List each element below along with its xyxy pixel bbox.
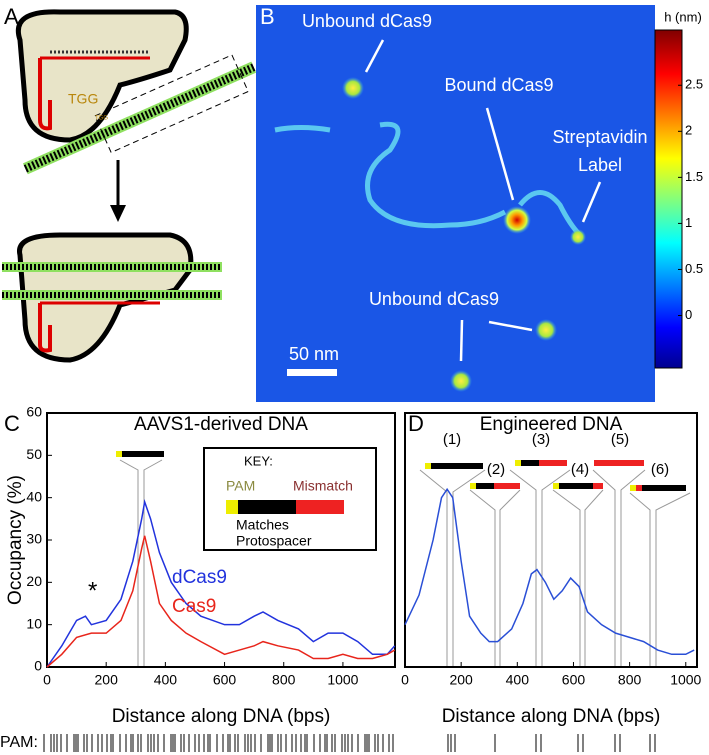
- key-box: KEY: PAM Mismatch Matches Protospacer: [203, 447, 377, 551]
- chart-title: Engineered DNA: [480, 414, 623, 435]
- y-tick-label: 30: [26, 531, 42, 547]
- site-label: (5): [611, 431, 629, 448]
- data-line: [46, 535, 396, 668]
- x-tick-label: 400: [506, 672, 530, 688]
- key-title: KEY:: [244, 453, 273, 468]
- colorbar-tick-label: 2: [685, 123, 692, 138]
- inset-markers: [119, 459, 691, 667]
- key-pam: PAM: [226, 478, 255, 494]
- site-label: (6): [651, 461, 669, 478]
- x-tick-label: 400: [154, 672, 178, 688]
- x-tick-label: 200: [449, 672, 473, 688]
- panel-letter: B: [260, 4, 275, 29]
- y-tick-label: 10: [26, 615, 42, 631]
- pam-sites: [43, 734, 656, 752]
- annotation: Unbound dCas9: [369, 289, 499, 309]
- key-matches: Matches: [236, 517, 289, 533]
- colorbar-tick-label: 1: [685, 215, 692, 230]
- panel-letter: C: [4, 411, 20, 436]
- y-tick-label: 40: [26, 488, 42, 504]
- annotation: Streptavidin: [552, 127, 647, 147]
- panel-b: B Unbound dCas9 Bound dCas9 Streptavidin…: [256, 4, 655, 402]
- colorbar-tick-label: 2.5: [685, 77, 703, 92]
- site-bars: [116, 451, 686, 491]
- x-tick-label: 0: [401, 672, 409, 688]
- x-tick-label: 1000: [670, 672, 701, 688]
- key-protospacer: Protospacer: [236, 533, 312, 549]
- site-label: (4): [571, 461, 589, 478]
- pam-row-label: PAM:: [0, 734, 38, 751]
- x-axis-label: Distance along DNA (bps): [442, 706, 661, 727]
- legend-label: dCas9: [172, 567, 227, 588]
- panel-a: A TGG TGG: [2, 4, 257, 363]
- key-mismatch: Mismatch: [293, 478, 353, 494]
- colorbar-tick-label: 0.5: [685, 261, 703, 276]
- pam-small: TGG: [95, 116, 108, 122]
- x-tick-label: 600: [213, 672, 237, 688]
- legend-label: Cas9: [172, 596, 216, 617]
- y-axis-label: Occupancy (%): [5, 475, 26, 605]
- chart-title: AAVS1-derived DNA: [134, 414, 308, 435]
- x-tick-label: 1000: [327, 672, 358, 688]
- panel-letter: A: [4, 4, 19, 29]
- panel-letter: D: [408, 411, 424, 436]
- data-line: [46, 498, 396, 668]
- annotation: Unbound dCas9: [302, 11, 432, 31]
- colorbar: [654, 29, 683, 369]
- annotation: Bound dCas9: [444, 75, 553, 95]
- site-label: (1): [443, 431, 461, 448]
- pam-label: TGG: [68, 91, 98, 107]
- colorbar-tick-label: 1.5: [685, 169, 703, 184]
- y-tick-label: 20: [26, 573, 42, 589]
- x-tick-label: 800: [618, 672, 642, 688]
- x-tick-label: 600: [562, 672, 586, 688]
- y-tick-label: 50: [26, 446, 42, 462]
- x-tick-label: 0: [43, 672, 51, 688]
- annotation: *: [88, 577, 97, 604]
- x-tick-label: 200: [95, 672, 119, 688]
- scale-label: 50 nm: [289, 344, 339, 364]
- data-line: [404, 487, 695, 656]
- x-tick-label: 800: [272, 672, 296, 688]
- colorbar-title: h (nm): [664, 9, 702, 24]
- y-tick-label: 60: [26, 404, 42, 420]
- site-label: (3): [532, 431, 550, 448]
- plot-frame: [404, 412, 698, 668]
- y-tick-label: 0: [34, 658, 42, 674]
- site-label: (2): [487, 461, 505, 478]
- annotation: Label: [578, 155, 622, 175]
- x-axis-label: Distance along DNA (bps): [112, 706, 331, 727]
- colorbar-tick-label: 0: [685, 307, 692, 322]
